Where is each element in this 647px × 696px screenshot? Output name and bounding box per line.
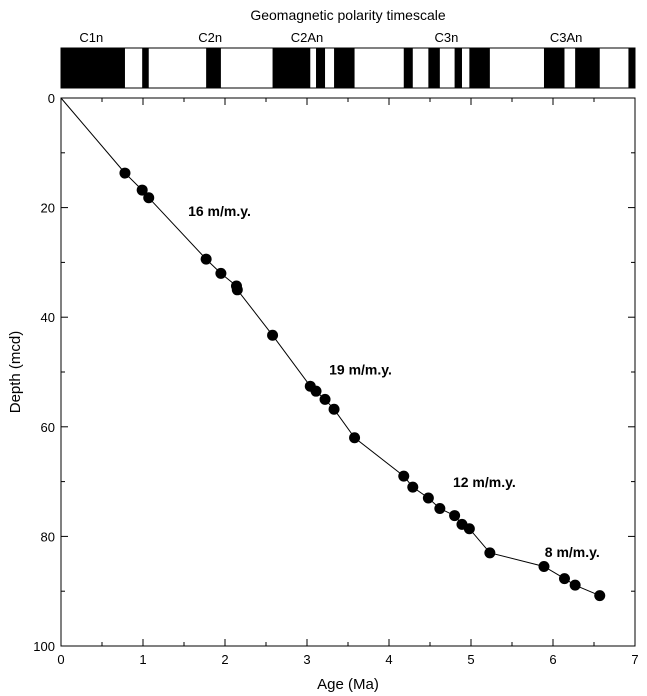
x-tick-label: 3: [303, 652, 310, 667]
data-point: [136, 184, 148, 196]
normal-polarity-interval: [428, 48, 440, 88]
data-point: [449, 510, 461, 522]
y-tick-label: 0: [48, 91, 55, 106]
x-tick-label: 6: [549, 652, 556, 667]
data-point: [143, 192, 155, 204]
data-point: [231, 284, 243, 296]
data-point: [200, 253, 212, 265]
data-points: [119, 167, 606, 602]
normal-polarity-interval: [469, 48, 490, 88]
rate-annotation: 12 m/m.y.: [453, 474, 516, 490]
data-point: [407, 481, 419, 493]
y-tick-label: 80: [41, 529, 55, 544]
chron-label: C3n: [434, 30, 458, 45]
normal-polarity-interval: [61, 48, 125, 88]
x-tick-label: 1: [139, 652, 146, 667]
rate-annotations: 16 m/m.y. 19 m/m.y. 12 m/m.y. 8 m/m.y.: [188, 203, 600, 560]
normal-polarity-interval: [316, 48, 326, 88]
chron-label: C2n: [198, 30, 222, 45]
data-point: [422, 492, 434, 504]
rate-annotation: 8 m/m.y.: [545, 544, 600, 560]
data-point: [569, 579, 581, 591]
data-point: [310, 385, 322, 397]
polarity-timescale-title: Geomagnetic polarity timescale: [250, 7, 446, 23]
normal-polarity-interval: [403, 48, 413, 88]
rate-annotation: 19 m/m.y.: [329, 362, 392, 378]
chron-labels: C1n C2n C2An C3n C3An: [79, 30, 582, 45]
x-tick-label: 4: [385, 652, 392, 667]
y-tick-label: 20: [41, 201, 55, 216]
data-point: [267, 329, 279, 341]
x-tick-label: 2: [221, 652, 228, 667]
polarity-timescale-bar: [60, 47, 636, 89]
x-tick-label: 7: [631, 652, 638, 667]
normal-polarity-interval: [206, 48, 221, 88]
data-point: [594, 590, 606, 602]
data-point: [484, 547, 496, 559]
data-point: [349, 432, 361, 444]
chron-label: C3An: [550, 30, 583, 45]
y-tick-label: 60: [41, 420, 55, 435]
data-point: [558, 573, 570, 585]
normal-polarity-interval: [628, 48, 635, 88]
data-point: [434, 502, 446, 514]
data-point: [215, 267, 227, 279]
data-point: [319, 393, 331, 405]
y-tick-label: 40: [41, 310, 55, 325]
axis-tick-labels: 0 1 2 3 4 5 6 7 0 20 40 60 80 100: [33, 91, 638, 667]
axis-ticks: [60, 97, 636, 647]
normal-polarity-interval: [272, 48, 311, 88]
y-axis-label: Depth (mcd): [7, 331, 24, 414]
data-point: [463, 523, 475, 535]
normal-polarity-interval: [575, 48, 600, 88]
chron-label: C2An: [291, 30, 324, 45]
data-point: [328, 403, 340, 415]
x-tick-label: 0: [57, 652, 64, 667]
normal-polarity-interval: [334, 48, 355, 88]
rate-annotation: 16 m/m.y.: [188, 203, 251, 219]
y-tick-label: 100: [33, 639, 55, 654]
chron-label: C1n: [79, 30, 103, 45]
data-point: [538, 561, 550, 573]
normal-polarity-interval: [543, 48, 565, 88]
normal-polarity-interval: [454, 48, 462, 88]
x-tick-label: 5: [467, 652, 474, 667]
x-axis-label: Age (Ma): [317, 676, 379, 693]
data-point: [119, 167, 131, 179]
data-point: [398, 470, 410, 482]
age-depth-line: [60, 97, 600, 597]
normal-polarity-interval: [142, 48, 149, 88]
